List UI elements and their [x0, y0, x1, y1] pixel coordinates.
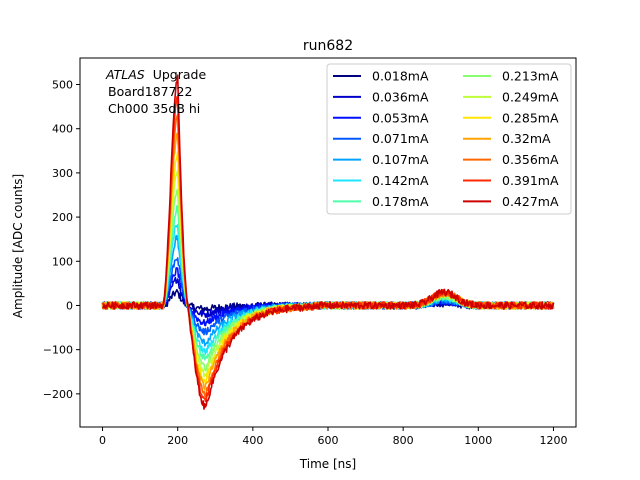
x-tick-label: 1200: [539, 434, 567, 447]
legend-entry-label: 0.427mA: [502, 194, 559, 209]
x-axis: 0 200 400 600 800 1000 1200: [99, 427, 567, 447]
legend-entry-label: 0.32mA: [502, 131, 551, 146]
legend-entry-label: 0.053mA: [372, 110, 429, 125]
plot-frame: [79, 57, 577, 428]
series-line: [101, 74, 555, 410]
plot-area: [101, 74, 555, 410]
y-tick-label: −200: [43, 388, 73, 401]
legend-entry-label: 0.391mA: [502, 173, 559, 188]
legend: 0.018mA 0.036mA 0.053mA 0.071mA 0.107mA 0.142…: [326, 63, 572, 215]
y-tick-label: 300: [52, 167, 73, 180]
svg-text:ATLAS Upgrade: ATLAS Upgrade: [105, 67, 206, 82]
upgrade-label: Upgrade: [153, 67, 207, 82]
legend-entry-label: 0.018mA: [372, 69, 429, 84]
legend-box: [326, 63, 572, 215]
y-tick-label: 100: [52, 255, 73, 268]
x-tick-label: 800: [393, 434, 414, 447]
legend-entry-label: 0.107mA: [372, 152, 429, 167]
atlas-label: ATLAS: [105, 67, 145, 82]
legend-entry-label: 0.356mA: [502, 152, 559, 167]
legend-entry-label: 0.071mA: [372, 131, 429, 146]
chart-title: run682: [303, 38, 353, 54]
y-tick-label: −100: [43, 344, 73, 357]
legend-entry-label: 0.036mA: [372, 89, 429, 104]
legend-entry-label: 0.285mA: [502, 110, 559, 125]
legend-entry-label: 0.213mA: [502, 69, 559, 84]
x-tick-label: 200: [167, 434, 188, 447]
y-tick-label: 500: [52, 79, 73, 92]
x-tick-label: 0: [99, 434, 106, 447]
legend-entry-label: 0.178mA: [372, 194, 429, 209]
y-axis: −200 −100 0 100 200 300 400 500: [43, 79, 80, 401]
y-tick-label: 0: [66, 299, 73, 312]
board-label: Board187722: [108, 84, 192, 99]
x-axis-label: Time [ns]: [299, 457, 356, 471]
channel-label: Ch000 35dB hi: [108, 101, 200, 116]
y-tick-label: 400: [52, 123, 73, 136]
legend-entry-label: 0.142mA: [372, 173, 429, 188]
y-tick-label: 200: [52, 211, 73, 224]
x-tick-label: 1000: [464, 434, 492, 447]
y-axis-label: Amplitude [ADC counts]: [11, 174, 25, 318]
legend-entry-label: 0.249mA: [502, 89, 559, 104]
x-tick-label: 400: [242, 434, 263, 447]
x-tick-label: 600: [318, 434, 339, 447]
atlas-annotation: ATLAS Upgrade Board187722 Ch000 35dB hi: [105, 67, 206, 116]
